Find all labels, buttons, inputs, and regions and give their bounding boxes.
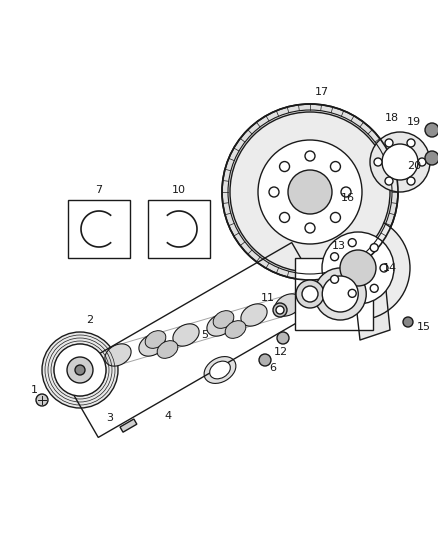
Circle shape	[425, 123, 438, 137]
Ellipse shape	[204, 357, 236, 383]
Ellipse shape	[225, 321, 246, 338]
Text: 7: 7	[95, 185, 102, 195]
Circle shape	[305, 151, 315, 161]
Circle shape	[385, 177, 393, 185]
Circle shape	[279, 213, 290, 222]
Circle shape	[279, 161, 290, 172]
Text: 15: 15	[417, 322, 431, 332]
Polygon shape	[355, 280, 390, 340]
Circle shape	[259, 354, 271, 366]
Circle shape	[222, 104, 398, 280]
Ellipse shape	[145, 330, 166, 349]
Circle shape	[331, 253, 339, 261]
Circle shape	[382, 144, 418, 180]
Ellipse shape	[157, 341, 178, 358]
Bar	[295, 258, 373, 330]
Ellipse shape	[139, 334, 165, 356]
Ellipse shape	[105, 344, 131, 366]
Text: 6: 6	[269, 363, 276, 373]
Bar	[148, 200, 210, 258]
Text: 10: 10	[172, 185, 186, 195]
Circle shape	[407, 177, 415, 185]
Circle shape	[370, 284, 378, 292]
Text: 16: 16	[341, 193, 355, 203]
Circle shape	[54, 344, 106, 396]
Text: 5: 5	[201, 330, 208, 340]
Text: 4: 4	[164, 411, 172, 421]
Circle shape	[374, 158, 382, 166]
Text: 13: 13	[332, 241, 346, 251]
Circle shape	[340, 250, 376, 286]
Circle shape	[230, 112, 390, 272]
Ellipse shape	[210, 361, 230, 379]
Circle shape	[288, 170, 332, 214]
Circle shape	[269, 187, 279, 197]
Circle shape	[276, 306, 284, 314]
Circle shape	[314, 268, 366, 320]
Circle shape	[306, 216, 410, 320]
Text: 20: 20	[407, 161, 421, 171]
Circle shape	[370, 244, 378, 252]
Circle shape	[341, 187, 351, 197]
Ellipse shape	[213, 311, 234, 328]
Ellipse shape	[241, 304, 267, 326]
Ellipse shape	[275, 294, 301, 316]
Circle shape	[273, 303, 287, 317]
Circle shape	[42, 332, 118, 408]
Circle shape	[348, 239, 356, 247]
Text: 2: 2	[86, 315, 94, 325]
Circle shape	[380, 264, 388, 272]
Text: 12: 12	[274, 347, 288, 357]
Text: 3: 3	[106, 413, 113, 423]
Text: 19: 19	[407, 117, 421, 127]
Circle shape	[67, 357, 93, 383]
Circle shape	[370, 132, 430, 192]
Circle shape	[258, 140, 362, 244]
Circle shape	[385, 139, 393, 147]
Ellipse shape	[173, 324, 199, 346]
Bar	[120, 419, 137, 432]
Circle shape	[403, 317, 413, 327]
Text: 11: 11	[261, 293, 275, 303]
Circle shape	[425, 151, 438, 165]
Circle shape	[418, 158, 426, 166]
Bar	[68, 200, 130, 258]
Circle shape	[277, 332, 289, 344]
Text: 17: 17	[315, 87, 329, 97]
Circle shape	[407, 139, 415, 147]
Circle shape	[330, 213, 340, 222]
Circle shape	[305, 223, 315, 233]
Bar	[62, 243, 328, 438]
Circle shape	[296, 280, 324, 308]
Ellipse shape	[207, 314, 233, 336]
Text: 14: 14	[383, 263, 397, 273]
Text: 1: 1	[31, 385, 38, 395]
Circle shape	[302, 286, 318, 302]
Circle shape	[330, 161, 340, 172]
Circle shape	[75, 365, 85, 375]
Text: 18: 18	[385, 113, 399, 123]
Circle shape	[36, 394, 48, 406]
Circle shape	[322, 276, 358, 312]
Circle shape	[322, 232, 394, 304]
Circle shape	[348, 289, 356, 297]
Circle shape	[331, 275, 339, 283]
